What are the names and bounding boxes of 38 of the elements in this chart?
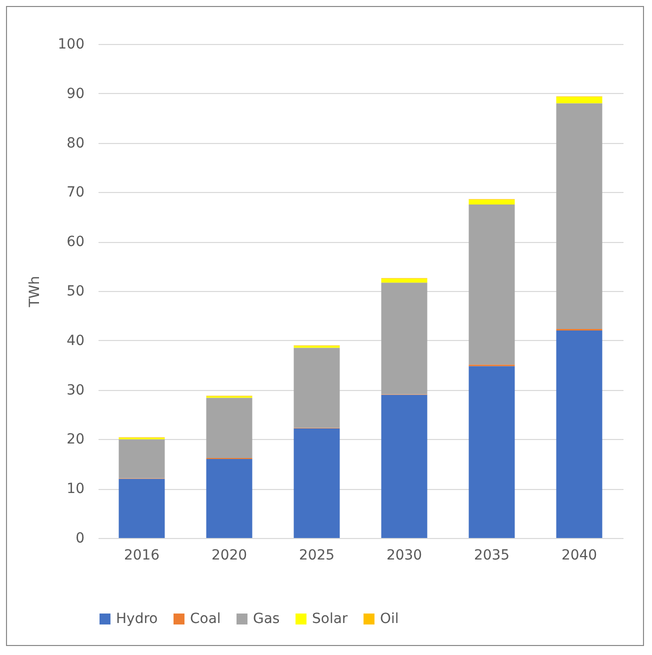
bar — [381, 282, 428, 394]
legend-label: Oil — [380, 611, 399, 627]
y-tick-label: 30 — [66, 382, 84, 398]
y-tick-label: 10 — [66, 481, 84, 498]
x-tick-label: 2020 — [211, 548, 248, 564]
bar — [294, 348, 340, 428]
legend-label: Solar — [312, 611, 348, 627]
legend-label: Gas — [253, 611, 280, 627]
x-tick-label: 2030 — [386, 548, 422, 564]
bar — [206, 458, 252, 538]
x-tick-label: 2025 — [298, 548, 335, 564]
bar — [118, 439, 165, 478]
y-tick-label: 90 — [66, 86, 84, 102]
bar — [468, 200, 515, 205]
bar — [468, 204, 515, 365]
y-tick-label: 50 — [66, 284, 84, 300]
x-tick-label: 2040 — [561, 548, 598, 564]
bar — [118, 478, 165, 538]
x-tick-label: 2035 — [474, 548, 510, 564]
y-tick-label: 20 — [66, 432, 84, 448]
y-tick-label: 70 — [66, 184, 84, 201]
y-tick-label: 40 — [66, 332, 84, 349]
bar — [381, 278, 428, 283]
bar — [556, 103, 602, 330]
bar — [556, 330, 602, 538]
y-tick-label: 0 — [76, 530, 84, 546]
x-tick-label: 2016 — [124, 548, 160, 564]
bar — [468, 366, 515, 538]
bar — [294, 428, 340, 538]
legend-label: Hydro — [116, 611, 158, 627]
y-tick-label: 100 — [58, 36, 84, 52]
y-tick-label: 60 — [66, 234, 84, 250]
bar — [206, 398, 252, 458]
bar — [556, 96, 602, 104]
legend-label: Coal — [190, 611, 221, 627]
bar — [381, 394, 428, 538]
y-axis-title: TWh — [26, 276, 43, 308]
y-tick-label: 80 — [66, 135, 84, 152]
